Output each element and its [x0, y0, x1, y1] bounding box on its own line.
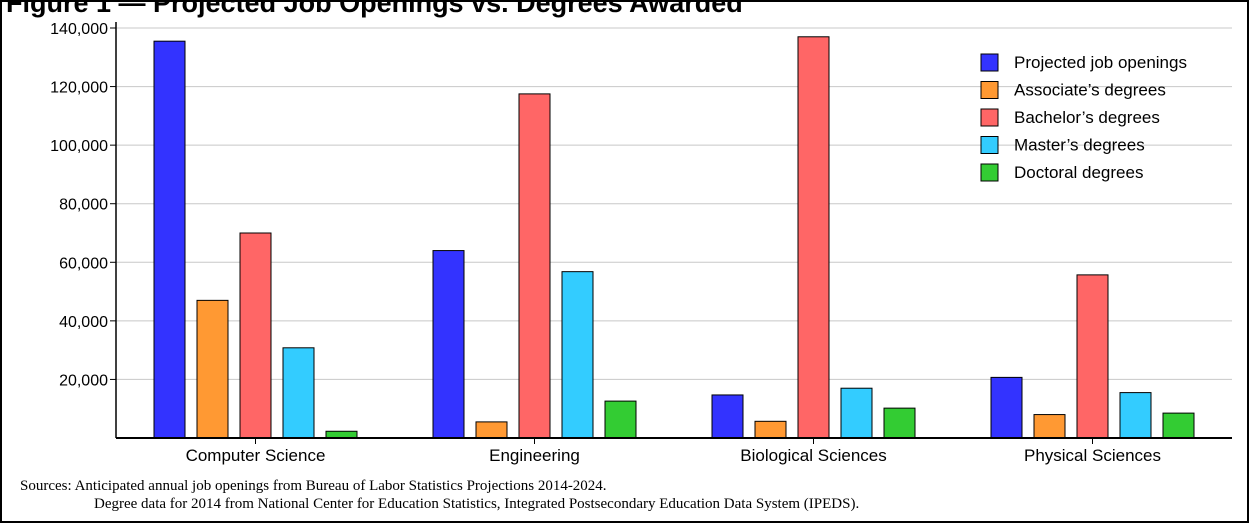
x-category-label: Engineering	[489, 446, 580, 465]
y-tick-label: 40,000	[59, 314, 108, 331]
y-tick-label: 80,000	[59, 197, 108, 214]
bar-master-s-degrees-computer-science	[282, 347, 315, 439]
bar-doctoral-degrees-engineering	[604, 400, 637, 439]
bar-associate-s-degrees-biological-sciences	[754, 420, 787, 439]
chart-title: Figure 1 — Projected Job Openings vs. De…	[6, 0, 743, 18]
x-category-label: Computer Science	[186, 446, 326, 465]
bar-master-s-degrees-engineering	[561, 271, 594, 439]
bar-associate-s-degrees-computer-science	[196, 299, 229, 439]
y-tick-label: 140,000	[50, 21, 108, 38]
bar-projected-job-openings-physical-sciences	[990, 376, 1023, 439]
bar-projected-job-openings-engineering	[432, 250, 465, 439]
legend-swatch	[980, 108, 999, 127]
sources-line-2: Degree data for 2014 from National Cente…	[94, 496, 860, 512]
y-tick-label: 60,000	[59, 255, 108, 272]
legend-swatch	[980, 136, 999, 154]
legend: Projected job openings Associate’s degree…	[980, 53, 1187, 182]
bar-doctoral-degrees-physical-sciences	[1162, 412, 1195, 439]
bar-doctoral-degrees-computer-science	[325, 430, 358, 439]
bar-master-s-degrees-biological-sciences	[840, 387, 873, 439]
x-category-label: Biological Sciences	[740, 446, 886, 465]
y-tick-label: 100,000	[50, 138, 108, 155]
bar-bachelor-s-degrees-engineering	[518, 93, 551, 439]
bar-chart: 20,000 40,000 60,000 80,000 100,000 120,000 14…	[50, 21, 1232, 465]
sources-line-1: Sources: Anticipated annual job openings…	[20, 478, 607, 494]
x-axis-labels: Computer Science Engineering Biological Sc…	[186, 438, 1161, 465]
bar-projected-job-openings-biological-sciences	[711, 394, 744, 439]
y-tick-label: 20,000	[59, 372, 108, 389]
bar-projected-job-openings-computer-science	[153, 40, 186, 439]
bar-associate-s-degrees-engineering	[475, 421, 508, 439]
legend-label: Associate’s degrees	[1014, 81, 1166, 100]
legend-label: Bachelor’s degrees	[1014, 108, 1160, 127]
gridlines	[116, 27, 1232, 380]
y-axis-ticks: 20,000 40,000 60,000 80,000 100,000 120,000 14…	[50, 21, 116, 389]
bar-bachelor-s-degrees-computer-science	[239, 232, 272, 439]
bar-master-s-degrees-physical-sciences	[1119, 392, 1152, 439]
bar-bachelor-s-degrees-physical-sciences	[1076, 274, 1109, 439]
bar-bachelor-s-degrees-biological-sciences	[797, 36, 830, 439]
axes	[115, 22, 1232, 439]
legend-swatch	[980, 163, 999, 182]
bars	[153, 36, 1195, 439]
x-category-label: Physical Sciences	[1024, 446, 1161, 465]
bar-doctoral-degrees-biological-sciences	[883, 407, 916, 439]
sources-note: Sources: Anticipated annual job openings…	[20, 477, 859, 513]
legend-label: Doctoral degrees	[1014, 163, 1143, 182]
bar-associate-s-degrees-physical-sciences	[1033, 414, 1066, 439]
legend-swatch	[980, 81, 999, 99]
legend-label: Master’s degrees	[1014, 136, 1145, 155]
legend-label: Projected job openings	[1014, 53, 1187, 72]
legend-swatch	[980, 53, 999, 72]
y-tick-label: 120,000	[50, 80, 108, 97]
